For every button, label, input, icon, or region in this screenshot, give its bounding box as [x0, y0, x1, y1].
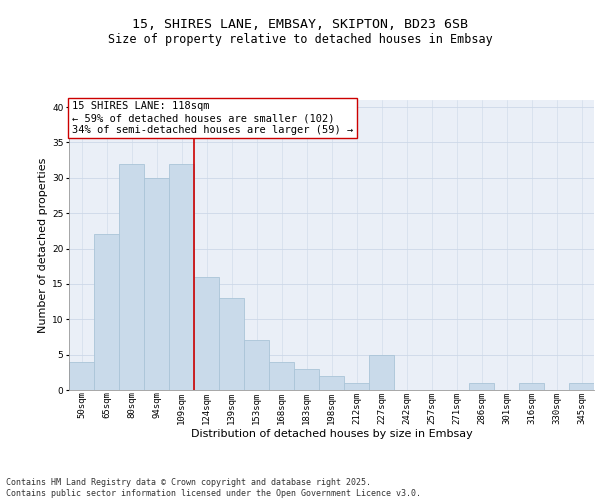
Bar — [244, 340, 269, 390]
Text: Size of property relative to detached houses in Embsay: Size of property relative to detached ho… — [107, 32, 493, 46]
Bar — [569, 383, 594, 390]
Bar — [519, 383, 544, 390]
Text: 15, SHIRES LANE, EMBSAY, SKIPTON, BD23 6SB: 15, SHIRES LANE, EMBSAY, SKIPTON, BD23 6… — [132, 18, 468, 30]
Text: Contains HM Land Registry data © Crown copyright and database right 2025.
Contai: Contains HM Land Registry data © Crown c… — [6, 478, 421, 498]
Bar — [294, 369, 319, 390]
Bar — [319, 376, 344, 390]
Bar — [369, 354, 394, 390]
Bar — [269, 362, 294, 390]
Bar — [344, 383, 369, 390]
Text: 15 SHIRES LANE: 118sqm
← 59% of detached houses are smaller (102)
34% of semi-de: 15 SHIRES LANE: 118sqm ← 59% of detached… — [71, 102, 353, 134]
Bar — [194, 277, 219, 390]
Bar — [94, 234, 119, 390]
Bar — [119, 164, 144, 390]
Bar — [69, 362, 94, 390]
Bar — [219, 298, 244, 390]
Bar — [469, 383, 494, 390]
Y-axis label: Number of detached properties: Number of detached properties — [38, 158, 48, 332]
X-axis label: Distribution of detached houses by size in Embsay: Distribution of detached houses by size … — [191, 429, 472, 439]
Bar — [144, 178, 169, 390]
Bar — [169, 164, 194, 390]
